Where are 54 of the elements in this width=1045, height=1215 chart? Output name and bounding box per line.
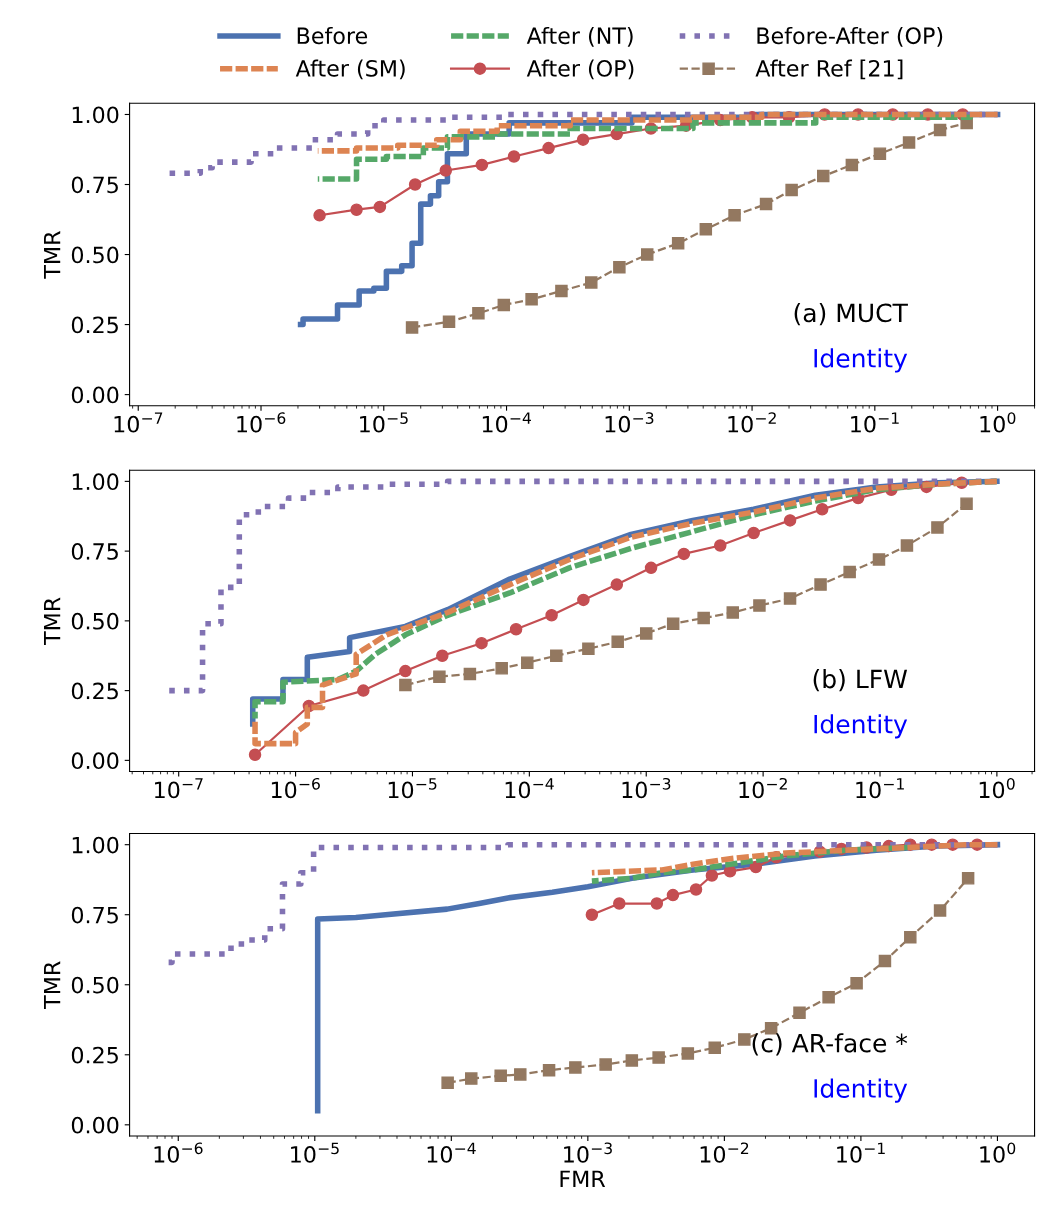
y-tick-label: 0.50 [71, 612, 119, 630]
y-axis-title: TMR [44, 231, 61, 279]
x-tick-label: 10$^{−5}$ [291, 1142, 339, 1163]
y-axis-title: TMR [44, 597, 61, 646]
y-tick-label: 0.25 [71, 682, 118, 700]
legend-label: After (OP) [526, 59, 634, 80]
x-tick-label: 10$^{−2}$ [739, 777, 787, 799]
text: 10$^{−2}$ [728, 412, 776, 433]
legend-label: After Ref [21] [755, 59, 903, 80]
y-tick-label: 0.00 [71, 386, 119, 404]
text: 10$^{0}$ [980, 412, 1016, 433]
annotation: Identity [814, 1078, 908, 1103]
y-tick-label: 0.25 [71, 316, 118, 334]
text: 10$^{−5}$ [360, 412, 408, 433]
legend-label: Before [297, 26, 368, 45]
x-tick-label: 10$^{−3}$ [622, 777, 671, 799]
y-tick-label: 0.75 [71, 543, 118, 560]
x-tick-label: 10$^{−2}$ [700, 1142, 749, 1163]
x-tick-label: 10$^{−5}$ [388, 778, 437, 799]
x-tick-label: 10$^{−1}$ [856, 778, 904, 799]
y-tick-label: 0.75 [71, 906, 118, 924]
text: 10$^{−1}$ [851, 412, 899, 433]
x-tick-label: 10$^{−6}$ [271, 777, 320, 799]
x-tick-label: 10$^{0}$ [980, 1142, 1016, 1163]
y-tick-label: 1.00 [72, 836, 119, 854]
y-tick-label: 0.75 [71, 176, 118, 194]
x-tick-label: 10$^{−3}$ [564, 1142, 612, 1163]
y-tick-label: 0.00 [71, 752, 119, 770]
legend-label: After (SM) [295, 59, 405, 80]
y-tick-label: 0.50 [71, 976, 119, 994]
text: 10$^{−4}$ [482, 412, 531, 433]
legend-label: After (NT) [526, 26, 633, 47]
x-tick-label: 10$^{−4}$ [505, 778, 554, 799]
x-axis-title: FMR [560, 1170, 606, 1187]
y-tick-label: 0.25 [71, 1046, 118, 1064]
y-tick-label: 1.00 [72, 473, 119, 491]
y-axis-title: TMR [44, 961, 61, 1009]
x-tick-label: 10$^{−7}$ [155, 778, 203, 799]
annotation: (a) MUCT [794, 302, 908, 326]
y-tick-label: 0.50 [71, 246, 119, 264]
y-tick-label: 1.00 [72, 106, 119, 124]
x-tick-label: 10$^{0}$ [979, 777, 1015, 799]
text: 10$^{−6}$ [237, 412, 286, 433]
annotation: Identity [814, 348, 908, 373]
annotation: (b) LFW [813, 669, 908, 692]
y-tick-label: 0.00 [71, 1116, 119, 1134]
x-tick-label: 10$^{−6}$ [154, 1142, 203, 1163]
text: 10$^{−7}$ [114, 412, 163, 433]
annotation: (c) AR-face * [752, 1033, 908, 1056]
legend-label: Before-After (OP) [757, 26, 943, 47]
text: 10$^{−3}$ [605, 412, 654, 433]
x-tick-label: 10$^{−1}$ [837, 1142, 885, 1163]
x-tick-label: 10$^{−4}$ [427, 1142, 476, 1163]
annotation: Identity [814, 714, 908, 739]
